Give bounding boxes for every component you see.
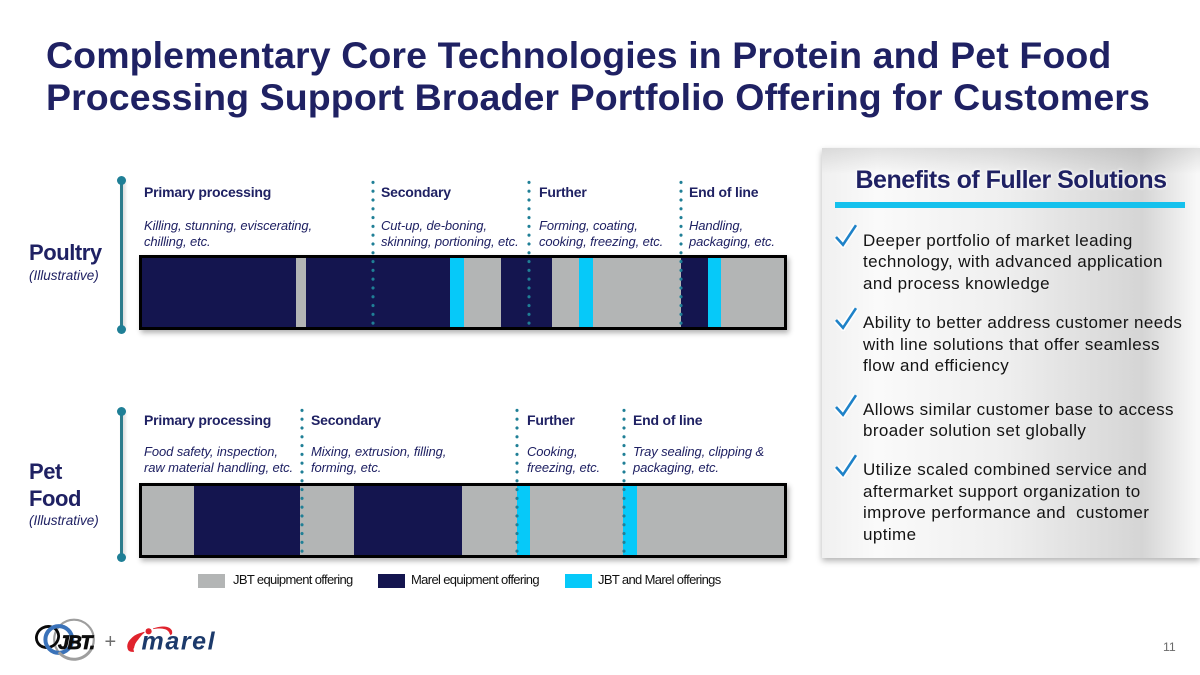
svg-text:JBT.: JBT. (58, 632, 95, 654)
svg-text:marel: marel (142, 628, 217, 656)
svg-text:+: + (105, 631, 117, 653)
